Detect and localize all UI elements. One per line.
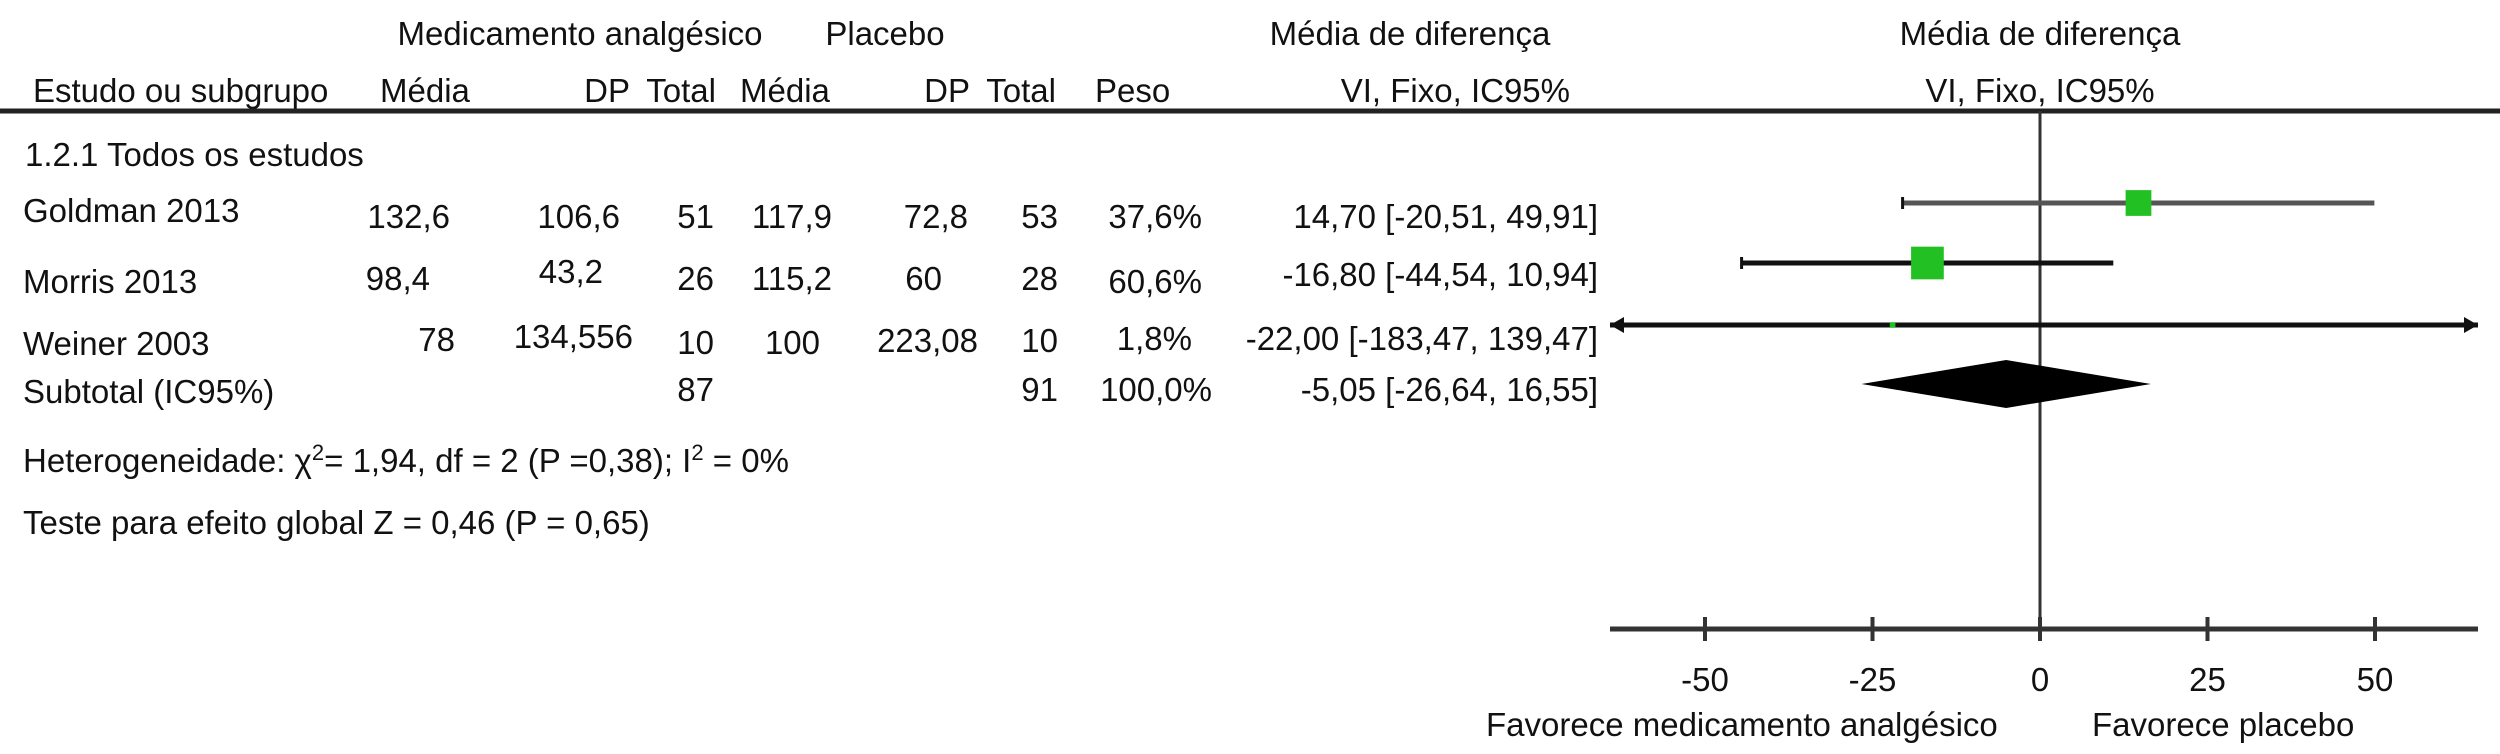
x-tick-label: 0 [2031, 661, 2049, 698]
heterogeneity-text: Heterogeneidade: χ2= 1,94, df = 2 (P =0,… [23, 440, 789, 479]
weight-cell: 60,6% [1108, 263, 1202, 300]
total2-cell: 28 [1021, 260, 1058, 297]
subtotal-ci: -5,05 [-26,64, 16,55] [1300, 371, 1598, 408]
study-marker [1911, 246, 1944, 280]
pooled-diamond [1861, 360, 2151, 408]
sd1-cell: 106,6 [537, 198, 620, 235]
ci-cell: 14,70 [-20,51, 49,91] [1293, 198, 1598, 235]
ci-arrow-left [1610, 317, 1624, 333]
study-name: Morris 2013 [23, 263, 198, 300]
mean1-cell: 78 [418, 321, 455, 358]
weight-cell: 1,8% [1116, 320, 1192, 357]
ci-header-a: VI, Fixo, IC95% [1340, 72, 1570, 109]
sd2-cell: 223,08 [877, 322, 978, 359]
study-name: Weiner 2003 [23, 325, 210, 362]
overall-effect-test: Teste para efeito global Z = 0,46 (P = 0… [23, 504, 650, 541]
favours-left-label: Favorece medicamento analgésico [1486, 706, 1998, 743]
group2-header: Placebo [825, 15, 945, 52]
subtotal-total1: 87 [677, 371, 714, 408]
total1-cell: 51 [677, 198, 714, 235]
total2-cell: 53 [1021, 198, 1058, 235]
study-marker [2125, 190, 2152, 216]
weight-cell: 37,6% [1108, 198, 1202, 235]
x-tick-label: 50 [2357, 661, 2394, 698]
x-tick-label: -25 [1849, 661, 1897, 698]
ci-cell: -16,80 [-44,54, 10,94] [1282, 256, 1598, 293]
mean1-cell: 98,4 [365, 260, 430, 297]
effect-header-a: Média de diferença [1269, 15, 1551, 52]
ci-arrow-right [2464, 317, 2478, 333]
mean2-cell: 115,2 [751, 260, 832, 297]
total2-cell: 10 [1021, 322, 1058, 359]
sd1-cell: 43,2 [538, 253, 603, 290]
mean1-header: Média [380, 72, 470, 109]
mean2-cell: 117,9 [751, 198, 832, 235]
subtotal-total2: 91 [1021, 371, 1058, 408]
total1-cell: 10 [677, 324, 714, 361]
sd1-cell: 134,556 [513, 318, 633, 355]
subgroup-title: 1.2.1 Todos os estudos [25, 136, 364, 173]
study-name: Goldman 2013 [23, 192, 240, 229]
x-tick-label: -50 [1681, 661, 1729, 698]
study-column-header: Estudo ou subgrupo [33, 72, 329, 109]
sd2-header: DP [924, 72, 970, 109]
group1-header: Medicamento analgésico [397, 15, 763, 52]
study-marker [1889, 322, 1896, 328]
mean2-cell: 100 [764, 324, 820, 361]
total2-header: Total [986, 72, 1056, 109]
sd2-cell: 72,8 [903, 198, 968, 235]
mean2-header: Média [740, 72, 830, 109]
sd2-cell: 60 [905, 260, 942, 297]
mean1-cell: 132,6 [367, 198, 450, 235]
total1-cell: 26 [677, 260, 714, 297]
x-tick-label: 25 [2189, 661, 2226, 698]
subtotal-label: Subtotal (IC95%) [23, 373, 275, 410]
subtotal-weight: 100,0% [1100, 371, 1212, 408]
sd1-header: DP [584, 72, 630, 109]
favours-right-label: Favorece placebo [2092, 706, 2354, 743]
weight-header: Peso [1095, 72, 1171, 109]
ci-cell: -22,00 [-183,47, 139,47] [1245, 320, 1598, 357]
total1-header: Total [646, 72, 716, 109]
ci-header-b: VI, Fixo, IC95% [1925, 72, 2155, 109]
effect-header-b: Média de diferença [1899, 15, 2181, 52]
